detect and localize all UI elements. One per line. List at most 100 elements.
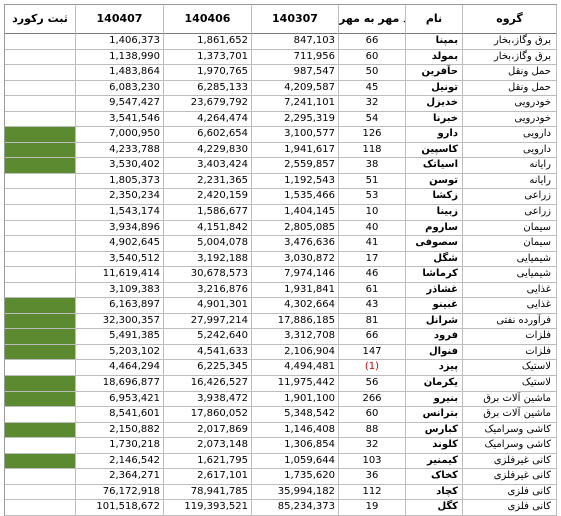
value-140407-cell[interactable]: 2,150,882	[76, 422, 164, 439]
record-cell[interactable]	[5, 391, 76, 408]
header-140307[interactable]: 140307	[252, 5, 339, 34]
value-140406-cell[interactable]: 16,426,527	[164, 376, 252, 392]
value-140307-cell[interactable]: 2,106,904	[252, 344, 339, 361]
record-cell[interactable]	[5, 407, 76, 423]
group-cell[interactable]: رایانه	[463, 173, 557, 190]
value-140406-cell[interactable]: 2,231,365	[164, 173, 252, 190]
record-cell[interactable]	[5, 453, 76, 470]
value-140307-cell[interactable]: 35,994,182	[252, 484, 339, 501]
value-140407-cell[interactable]: 3,934,896	[76, 220, 164, 237]
record-cell[interactable]	[5, 329, 76, 345]
value-140407-cell[interactable]: 3,540,512	[76, 251, 164, 268]
value-140407-cell[interactable]: 2,350,234	[76, 189, 164, 206]
value-140407-cell[interactable]: 6,163,897	[76, 298, 164, 314]
value-140406-cell[interactable]: 30,678,573	[164, 267, 252, 283]
symbol-name-cell[interactable]: بنیرو	[406, 391, 463, 408]
value-140307-cell[interactable]: 3,312,708	[252, 329, 339, 345]
record-cell[interactable]	[5, 80, 76, 97]
record-cell[interactable]	[5, 205, 76, 221]
growth-cell[interactable]: 38	[339, 158, 406, 174]
symbol-name-cell[interactable]: زبینا	[406, 205, 463, 221]
symbol-name-cell[interactable]: بمولد	[406, 49, 463, 66]
growth-cell[interactable]: 43	[339, 298, 406, 314]
symbol-name-cell[interactable]: فرود	[406, 329, 463, 345]
value-140407-cell[interactable]: 32,300,357	[76, 313, 164, 330]
record-cell[interactable]	[5, 267, 76, 283]
value-140406-cell[interactable]: 1,861,652	[164, 34, 252, 50]
symbol-name-cell[interactable]: پیزد	[406, 360, 463, 377]
value-140407-cell[interactable]: 5,491,385	[76, 329, 164, 345]
header-name[interactable]: نام	[406, 5, 463, 34]
value-140407-cell[interactable]: 3,541,546	[76, 111, 164, 128]
value-140407-cell[interactable]: 8,541,601	[76, 407, 164, 423]
value-140307-cell[interactable]: 4,209,587	[252, 80, 339, 97]
value-140307-cell[interactable]: 847,103	[252, 34, 339, 50]
value-140407-cell[interactable]: 3,109,383	[76, 282, 164, 299]
record-cell[interactable]	[5, 142, 76, 159]
group-cell[interactable]: غذایی	[463, 298, 557, 314]
value-140307-cell[interactable]: 4,494,481	[252, 360, 339, 377]
value-140406-cell[interactable]: 1,586,677	[164, 205, 252, 221]
value-140406-cell[interactable]: 1,970,765	[164, 65, 252, 81]
value-140406-cell[interactable]: 5,242,640	[164, 329, 252, 345]
value-140307-cell[interactable]: 1,535,466	[252, 189, 339, 206]
value-140407-cell[interactable]: 5,203,102	[76, 344, 164, 361]
value-140307-cell[interactable]: 1,941,617	[252, 142, 339, 159]
growth-cell[interactable]: 81	[339, 313, 406, 330]
value-140307-cell[interactable]: 17,886,185	[252, 313, 339, 330]
record-cell[interactable]	[5, 438, 76, 454]
value-140307-cell[interactable]: 1,901,100	[252, 391, 339, 408]
growth-cell[interactable]: 112	[339, 484, 406, 501]
growth-cell[interactable]: 126	[339, 127, 406, 143]
record-cell[interactable]	[5, 111, 76, 128]
value-140406-cell[interactable]: 78,941,785	[164, 484, 252, 501]
growth-cell[interactable]: 66	[339, 329, 406, 345]
record-cell[interactable]	[5, 96, 76, 112]
value-140407-cell[interactable]: 7,000,950	[76, 127, 164, 143]
record-cell[interactable]	[5, 298, 76, 314]
value-140406-cell[interactable]: 2,017,869	[164, 422, 252, 439]
value-140407-cell[interactable]: 2,146,542	[76, 453, 164, 470]
value-140307-cell[interactable]: 2,295,319	[252, 111, 339, 128]
value-140407-cell[interactable]: 1,543,174	[76, 205, 164, 221]
value-140307-cell[interactable]: 3,030,872	[252, 251, 339, 268]
growth-cell[interactable]: 40	[339, 220, 406, 237]
value-140406-cell[interactable]: 2,420,159	[164, 189, 252, 206]
record-cell[interactable]	[5, 282, 76, 299]
group-cell[interactable]: خودرویی	[463, 111, 557, 128]
value-140307-cell[interactable]: 1,059,644	[252, 453, 339, 470]
group-cell[interactable]: دارویی	[463, 127, 557, 143]
record-cell[interactable]	[5, 251, 76, 268]
value-140406-cell[interactable]: 119,393,521	[164, 500, 252, 516]
growth-cell[interactable]: 118	[339, 142, 406, 159]
growth-cell[interactable]: 147	[339, 344, 406, 361]
record-cell[interactable]	[5, 173, 76, 190]
group-cell[interactable]: کانی فلزی	[463, 484, 557, 501]
group-cell[interactable]: سیمان	[463, 220, 557, 237]
group-cell[interactable]: سیمان	[463, 236, 557, 252]
growth-cell[interactable]: 103	[339, 453, 406, 470]
value-140407-cell[interactable]: 9,547,427	[76, 96, 164, 112]
group-cell[interactable]: فلزات	[463, 329, 557, 345]
value-140307-cell[interactable]: 1,931,841	[252, 282, 339, 299]
growth-cell[interactable]: 10	[339, 205, 406, 221]
record-cell[interactable]	[5, 484, 76, 501]
group-cell[interactable]: فرآورده نفتی	[463, 313, 557, 330]
symbol-name-cell[interactable]: شگل	[406, 251, 463, 268]
value-140407-cell[interactable]: 3,530,402	[76, 158, 164, 174]
value-140307-cell[interactable]: 85,234,373	[252, 500, 339, 516]
value-140307-cell[interactable]: 7,241,101	[252, 96, 339, 112]
symbol-name-cell[interactable]: غشاذر	[406, 282, 463, 299]
value-140407-cell[interactable]: 4,902,645	[76, 236, 164, 252]
symbol-name-cell[interactable]: خدیزل	[406, 96, 463, 112]
group-cell[interactable]: فلزات	[463, 344, 557, 361]
symbol-name-cell[interactable]: سصوفی	[406, 236, 463, 252]
symbol-name-cell[interactable]: توسن	[406, 173, 463, 190]
group-cell[interactable]: حمل ونقل	[463, 65, 557, 81]
symbol-name-cell[interactable]: بمپنا	[406, 34, 463, 50]
group-cell[interactable]: حمل ونقل	[463, 80, 557, 97]
record-cell[interactable]	[5, 500, 76, 516]
group-cell[interactable]: شیمیایی	[463, 251, 557, 268]
record-cell[interactable]	[5, 376, 76, 392]
symbol-name-cell[interactable]: کچاد	[406, 484, 463, 501]
